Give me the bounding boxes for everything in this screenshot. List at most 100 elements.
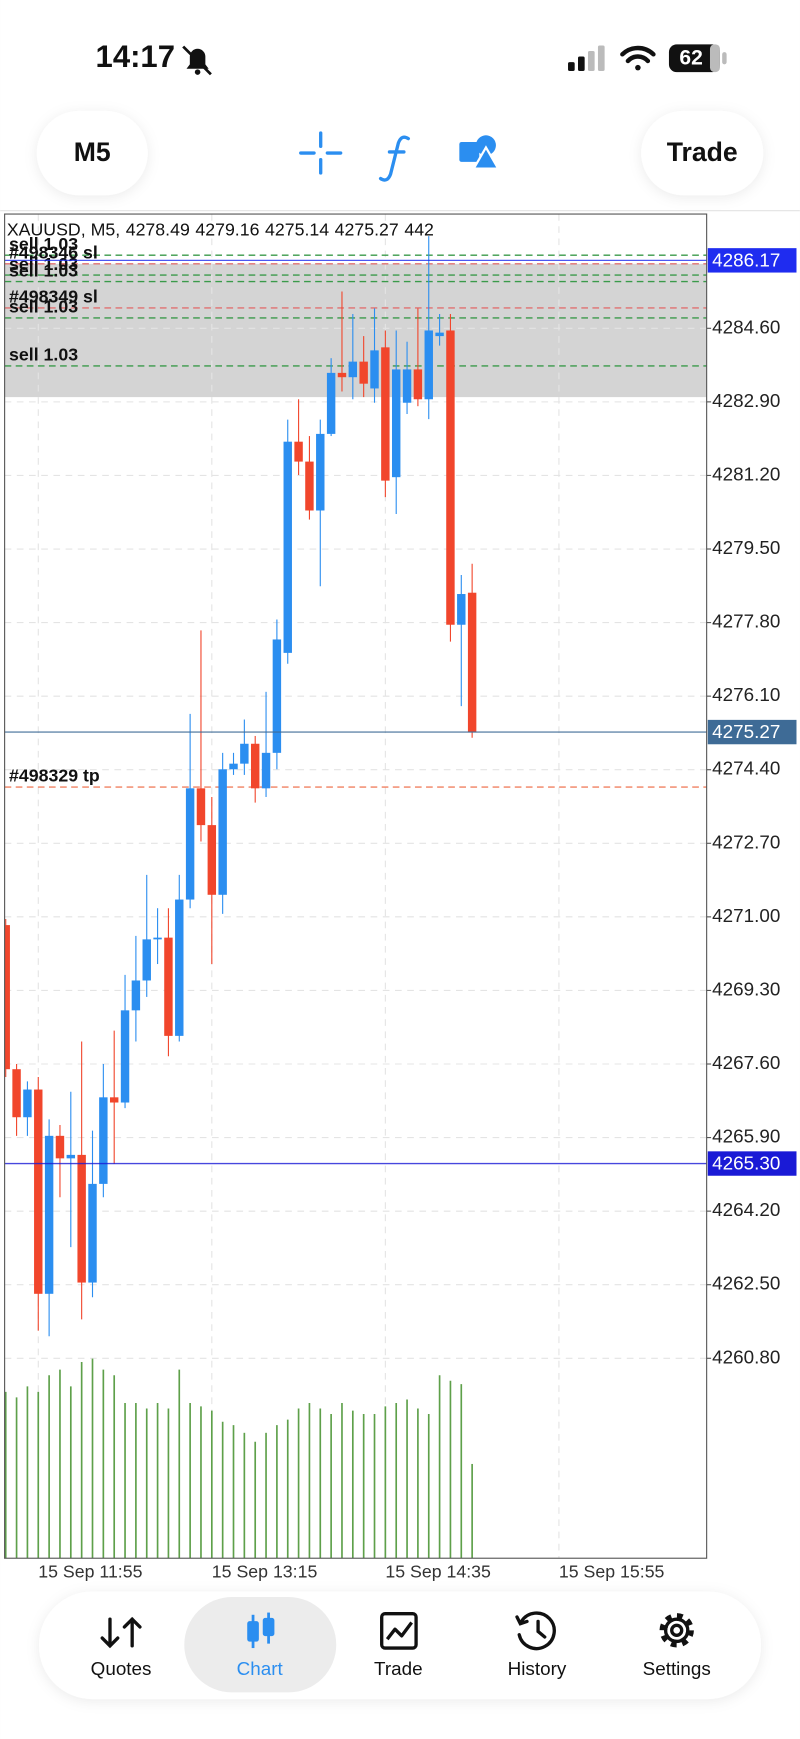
candle-body (131, 980, 141, 1011)
candle-body (77, 1154, 86, 1283)
clock: 14:17 (96, 39, 175, 74)
candle-body (55, 1135, 65, 1159)
order-label: sell 1.03 (9, 254, 78, 274)
candle-body (250, 743, 260, 789)
price-tag-label: 4275.27 (712, 721, 780, 742)
y-tick-label: 4284.60 (712, 316, 780, 337)
y-tick-label: 4282.90 (712, 390, 780, 411)
settings-tab[interactable] (659, 1613, 694, 1648)
x-tick-label: 15 Sep 14:35 (385, 1561, 491, 1581)
chart-tab[interactable] (247, 1612, 275, 1649)
chart-title: XAUUSD, M5, 4278.49 4279.16 4275.14 4275.27 4… (7, 219, 434, 239)
y-tick-label: 4274.40 (712, 758, 780, 779)
candle-body (272, 639, 282, 753)
order-label: #498329 tp (9, 766, 100, 786)
y-tick-label: 4272.70 (712, 831, 780, 852)
candle-body (316, 433, 325, 511)
trade-tab[interactable] (380, 1612, 418, 1650)
y-tick-label: 4271.00 (712, 905, 780, 926)
price-tag (707, 1151, 797, 1176)
price-tag-label: 4286.17 (712, 249, 780, 270)
y-tick-label: 4267.60 (712, 1052, 780, 1073)
active-tab-highlight (184, 1597, 337, 1693)
y-tick-label: 4269.30 (712, 978, 780, 999)
candle-body (305, 461, 314, 511)
candle-body (120, 1010, 130, 1103)
order-label: sell 1.03 (9, 234, 78, 254)
candle-body (424, 330, 433, 400)
battery-icon: 62 (668, 44, 727, 73)
tab-label: Settings (643, 1658, 711, 1679)
candle-body (109, 1097, 119, 1103)
tab-bar (39, 1591, 761, 1700)
title-value: 4278.49 (126, 219, 190, 239)
candle-body (446, 330, 455, 625)
candle-body (175, 899, 184, 1036)
candle-body (164, 937, 173, 1036)
order-label: sell 1.03 (9, 345, 78, 365)
symbol: XAUUSD, M5, (7, 219, 120, 239)
candle-body (467, 592, 477, 733)
tab-label: History (508, 1658, 567, 1679)
candle-body (66, 1154, 76, 1159)
trade-button[interactable] (641, 110, 764, 196)
y-tick-label: 4277.80 (712, 611, 780, 632)
candle-body (240, 743, 249, 764)
candle-body (359, 361, 368, 384)
title-value: 4275.14 (265, 219, 329, 239)
plot-area (4, 214, 707, 1559)
y-tick-label: 4264.20 (712, 1199, 780, 1220)
timeframe-label: M5 (74, 137, 111, 167)
candle-body (381, 347, 390, 481)
title-value: 4275.27 (335, 219, 399, 239)
x-tick-label: 15 Sep 15:55 (559, 1561, 665, 1581)
candle-body (218, 769, 227, 895)
crosshair-button[interactable] (299, 131, 343, 175)
candle-body (88, 1183, 97, 1283)
trade-button-label: Trade (667, 137, 738, 167)
price-tag (707, 719, 797, 745)
candle-body (153, 937, 162, 940)
tab-label: Chart (237, 1658, 284, 1679)
price-tag-label: 4265.30 (712, 1153, 780, 1174)
candle-body (457, 594, 466, 625)
candle-body (4, 925, 10, 1070)
tab-label: Trade (374, 1658, 423, 1679)
order-label: sell 1.03 (9, 297, 78, 317)
candle-body (402, 369, 412, 403)
y-tick-label: 4281.20 (712, 463, 780, 484)
candle-body (337, 372, 347, 378)
objects-button[interactable] (459, 135, 501, 170)
candle-body (261, 752, 271, 789)
order-label: sell 1.03 (9, 260, 78, 280)
signal-icon (568, 45, 605, 71)
candle-body (34, 1089, 43, 1294)
order-label: #498346 sl (9, 243, 98, 263)
candle-body (370, 350, 379, 389)
candle-body (44, 1135, 54, 1294)
candle-body (23, 1089, 32, 1118)
timeframe-button[interactable] (36, 110, 148, 196)
candle-body (196, 788, 206, 826)
tab-label: Quotes (91, 1658, 152, 1679)
title-value: 4279.16 (195, 219, 259, 239)
candle-body (294, 441, 303, 462)
candle-body (391, 369, 401, 478)
x-tick-label: 15 Sep 13:15 (212, 1561, 318, 1581)
quotes-tab[interactable] (100, 1616, 142, 1649)
history-tab[interactable] (515, 1611, 556, 1651)
candle-body (283, 441, 292, 653)
candle-body (207, 825, 217, 895)
candle-body (326, 372, 336, 434)
battery-level: 62 (679, 46, 702, 69)
order-label: #498349 sl (9, 287, 98, 307)
candle-body (435, 332, 444, 337)
y-tick-label: 4260.80 (712, 1346, 780, 1367)
y-tick-label: 4262.50 (712, 1273, 780, 1294)
candle-body (185, 788, 195, 900)
indicators-button[interactable] (378, 135, 410, 182)
